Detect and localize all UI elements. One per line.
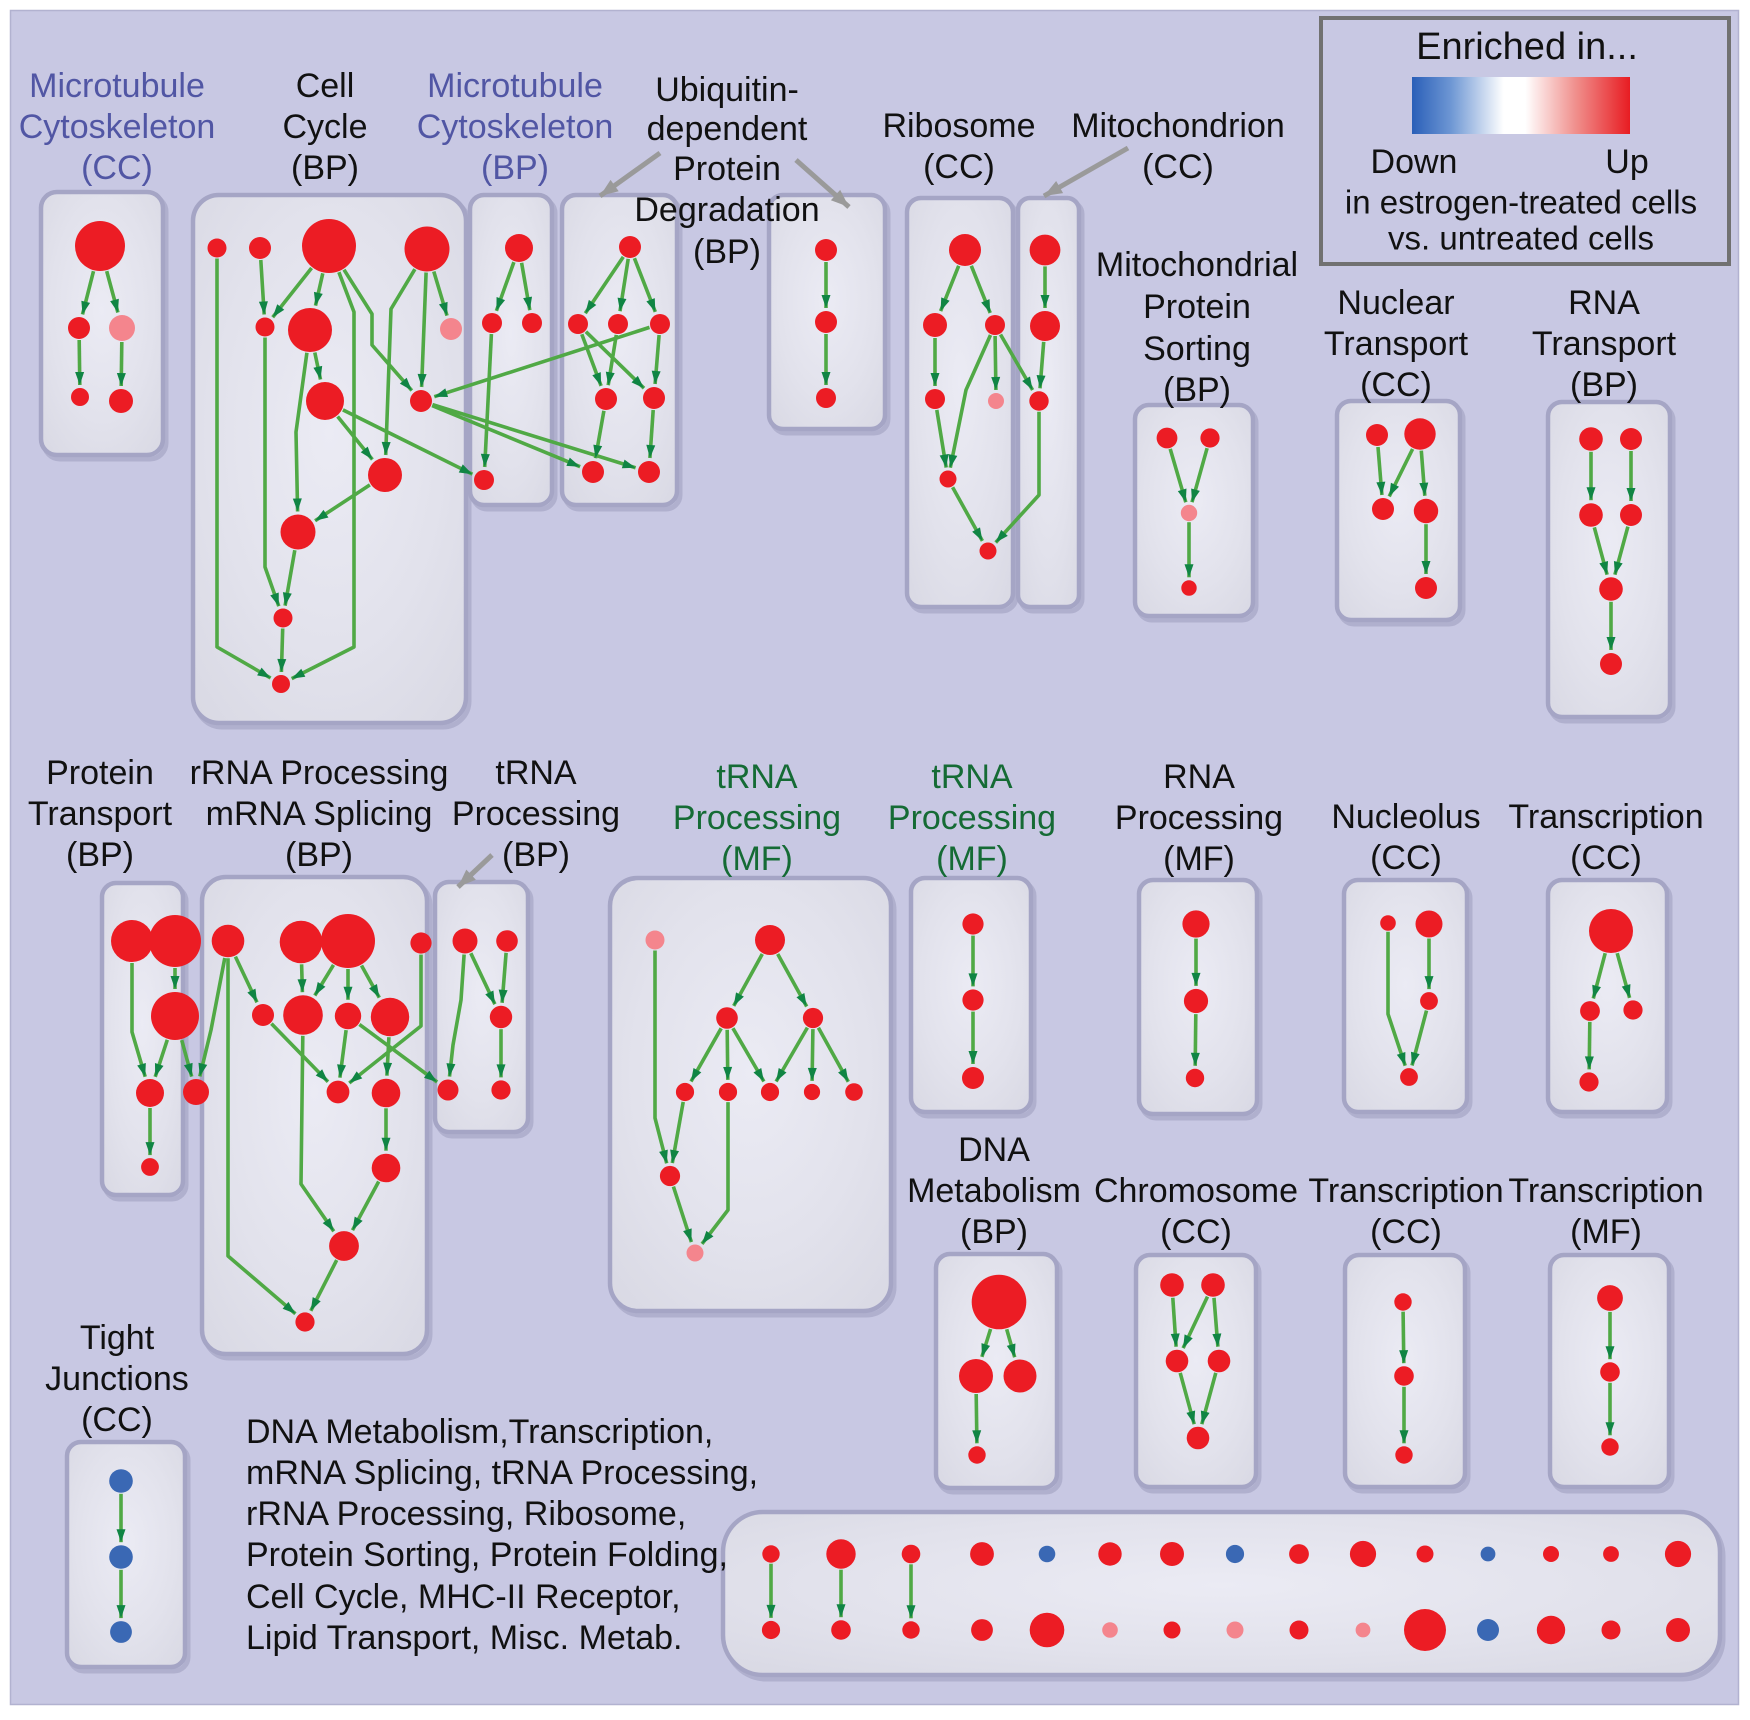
svg-text:Metabolism: Metabolism (907, 1172, 1081, 1210)
svg-text:Mitochondrial: Mitochondrial (1096, 246, 1298, 284)
svg-text:mRNA Splicing: mRNA Splicing (206, 795, 433, 833)
svg-text:rRNA Processing, Ribosome,: rRNA Processing, Ribosome, (246, 1495, 686, 1533)
svg-text:Protein: Protein (673, 150, 781, 188)
svg-text:Transport: Transport (1532, 325, 1677, 363)
svg-text:Transport: Transport (1324, 325, 1469, 363)
svg-text:Transport: Transport (28, 795, 173, 833)
svg-text:(CC): (CC) (923, 148, 995, 186)
svg-text:(BP): (BP) (502, 836, 570, 874)
svg-text:Cycle: Cycle (282, 108, 367, 146)
svg-text:(CC): (CC) (1370, 839, 1442, 877)
svg-text:Mitochondrion: Mitochondrion (1071, 107, 1285, 145)
svg-text:Sorting: Sorting (1143, 330, 1251, 368)
svg-text:Protein: Protein (46, 754, 154, 792)
svg-text:Processing: Processing (452, 795, 620, 833)
svg-text:Cytoskeleton: Cytoskeleton (417, 108, 614, 146)
svg-text:(CC): (CC) (1570, 839, 1642, 877)
svg-text:Microtubule: Microtubule (29, 67, 205, 105)
svg-text:Tight: Tight (80, 1319, 155, 1357)
svg-text:Ubiquitin-: Ubiquitin- (655, 71, 799, 109)
svg-text:Transcription: Transcription (1308, 1172, 1503, 1210)
svg-text:(BP): (BP) (960, 1213, 1028, 1251)
svg-text:tRNA: tRNA (931, 758, 1013, 796)
svg-text:in estrogen-treated cells: in estrogen-treated cells (1345, 184, 1697, 221)
svg-text:rRNA Processing: rRNA Processing (190, 754, 449, 792)
svg-text:Ribosome: Ribosome (882, 107, 1035, 145)
svg-text:(CC): (CC) (1160, 1213, 1232, 1251)
svg-text:(CC): (CC) (1142, 148, 1214, 186)
svg-text:DNA Metabolism,Transcription,: DNA Metabolism,Transcription, (246, 1413, 713, 1451)
svg-text:RNA: RNA (1568, 284, 1640, 322)
svg-text:(CC): (CC) (81, 149, 153, 187)
svg-text:(MF): (MF) (1570, 1213, 1642, 1251)
svg-text:(BP): (BP) (66, 836, 134, 874)
svg-text:(BP): (BP) (1163, 371, 1231, 409)
svg-text:Processing: Processing (1115, 799, 1283, 837)
svg-text:(BP): (BP) (285, 836, 353, 874)
svg-text:(BP): (BP) (481, 149, 549, 187)
svg-text:Enriched in...: Enriched in... (1416, 26, 1638, 68)
svg-text:Cell Cycle, MHC-II Receptor,: Cell Cycle, MHC-II Receptor, (246, 1578, 681, 1616)
svg-text:Degradation: Degradation (634, 191, 819, 229)
svg-text:(MF): (MF) (1163, 840, 1235, 878)
svg-text:DNA: DNA (958, 1131, 1030, 1169)
svg-text:vs. untreated cells: vs. untreated cells (1388, 220, 1654, 257)
svg-text:Transcription: Transcription (1508, 1172, 1703, 1210)
svg-text:(BP): (BP) (291, 149, 359, 187)
svg-text:Nuclear: Nuclear (1337, 284, 1454, 322)
svg-text:Processing: Processing (673, 799, 841, 837)
svg-text:(BP): (BP) (1570, 366, 1638, 404)
svg-text:Cytoskeleton: Cytoskeleton (19, 108, 216, 146)
svg-text:Protein: Protein (1143, 288, 1251, 326)
svg-text:Nucleolus: Nucleolus (1331, 798, 1480, 836)
svg-text:Cell: Cell (296, 67, 355, 105)
svg-text:Protein Sorting, Protein Foldi: Protein Sorting, Protein Folding, (246, 1536, 728, 1574)
svg-text:(BP): (BP) (693, 233, 761, 271)
svg-text:tRNA: tRNA (495, 754, 577, 792)
svg-text:(MF): (MF) (721, 840, 793, 878)
svg-text:(CC): (CC) (1360, 366, 1432, 404)
svg-text:Junctions: Junctions (45, 1360, 189, 1398)
svg-text:(CC): (CC) (81, 1401, 153, 1439)
svg-text:Down: Down (1371, 143, 1458, 181)
svg-text:(MF): (MF) (936, 840, 1008, 878)
svg-text:RNA: RNA (1163, 758, 1235, 796)
svg-text:(CC): (CC) (1370, 1213, 1442, 1251)
svg-text:tRNA: tRNA (716, 758, 798, 796)
svg-text:Microtubule: Microtubule (427, 67, 603, 105)
svg-text:mRNA Splicing, tRNA Processing: mRNA Splicing, tRNA Processing, (246, 1454, 758, 1492)
svg-text:Transcription: Transcription (1508, 798, 1703, 836)
svg-text:Lipid Transport, Misc. Metab.: Lipid Transport, Misc. Metab. (246, 1619, 683, 1657)
svg-text:Up: Up (1605, 143, 1648, 181)
svg-text:dependent: dependent (647, 110, 808, 148)
svg-text:Processing: Processing (888, 799, 1056, 837)
svg-text:Chromosome: Chromosome (1094, 1172, 1298, 1210)
